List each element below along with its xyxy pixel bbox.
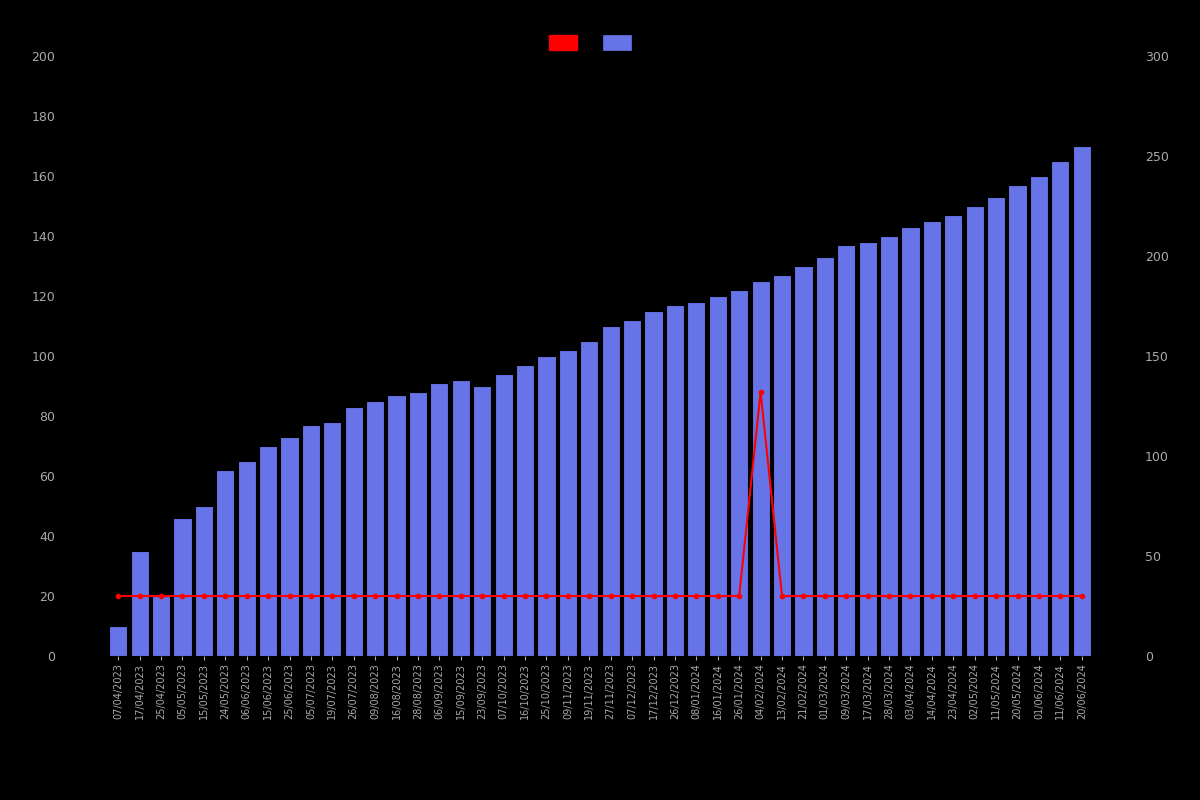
Bar — [238, 461, 256, 656]
Bar — [944, 215, 962, 656]
Bar — [494, 374, 512, 656]
Bar — [1051, 161, 1069, 656]
Bar — [1073, 146, 1091, 656]
Bar — [644, 311, 662, 656]
Bar — [173, 518, 192, 656]
Bar — [451, 380, 470, 656]
Bar — [923, 221, 941, 656]
Bar — [901, 227, 919, 656]
Bar — [131, 551, 149, 656]
Bar — [302, 425, 320, 656]
Bar — [816, 257, 834, 656]
Bar — [388, 395, 406, 656]
Bar — [538, 356, 556, 656]
Bar — [966, 206, 984, 656]
Bar — [880, 236, 898, 656]
Bar — [516, 365, 534, 656]
Bar — [323, 422, 342, 656]
Bar — [559, 350, 577, 656]
Bar — [580, 341, 599, 656]
Legend:   ,   : , — [544, 30, 656, 56]
Bar — [794, 266, 812, 656]
Bar — [773, 275, 791, 656]
Bar — [601, 326, 620, 656]
Bar — [194, 506, 212, 656]
Bar — [730, 290, 749, 656]
Bar — [152, 596, 170, 656]
Bar — [838, 245, 856, 656]
Bar — [109, 626, 127, 656]
Bar — [216, 470, 234, 656]
Bar — [623, 320, 641, 656]
Bar — [751, 281, 769, 656]
Bar — [988, 197, 1006, 656]
Bar — [709, 296, 727, 656]
Bar — [688, 302, 706, 656]
Bar — [431, 383, 449, 656]
Bar — [366, 401, 384, 656]
Bar — [1008, 185, 1027, 656]
Bar — [409, 392, 427, 656]
Bar — [473, 386, 491, 656]
Bar — [281, 437, 299, 656]
Bar — [344, 407, 362, 656]
Bar — [259, 446, 277, 656]
Bar — [666, 305, 684, 656]
Bar — [1030, 176, 1048, 656]
Bar — [858, 242, 877, 656]
